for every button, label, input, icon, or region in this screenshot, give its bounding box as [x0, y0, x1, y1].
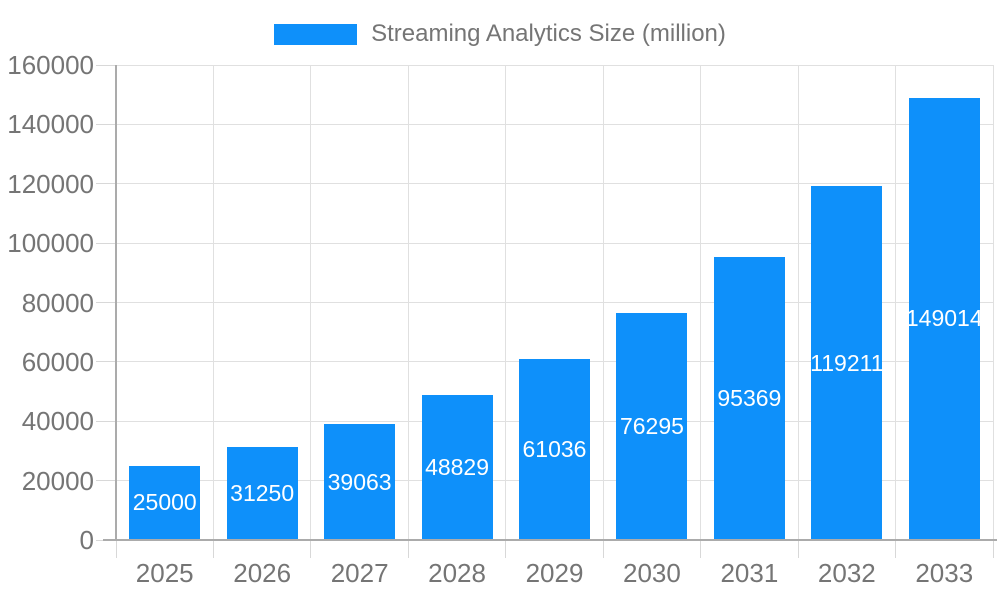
x-gridline — [992, 65, 994, 540]
y-axis-label: 20000 — [21, 465, 94, 496]
x-axis-label: 2031 — [720, 558, 779, 588]
y-gridline — [116, 64, 993, 66]
bar-value-label: 119211 — [810, 349, 884, 376]
x-axis-label: 2030 — [623, 558, 681, 588]
x-gridline — [505, 65, 507, 540]
y-axis-label: 160000 — [7, 50, 94, 80]
x-tick — [310, 540, 312, 558]
x-tick — [407, 540, 409, 558]
y-gridline — [116, 302, 993, 303]
y-axis-label: 60000 — [21, 346, 94, 377]
x-tick — [797, 540, 799, 558]
bar: 61036 — [519, 358, 590, 540]
x-tick — [895, 540, 897, 558]
x-gridline — [602, 65, 604, 540]
y-axis-label: 140000 — [7, 109, 94, 140]
bar: 25000 — [129, 465, 201, 540]
x-tick — [602, 540, 604, 558]
y-axis-line — [114, 65, 117, 540]
x-axis-label: 2032 — [817, 558, 876, 588]
x-axis-label: 2028 — [428, 558, 486, 588]
bar-value-label: 76295 — [619, 413, 684, 440]
bar: 149014 — [905, 97, 983, 540]
x-axis-label: 2027 — [330, 558, 389, 588]
x-tick — [700, 540, 702, 558]
x-axis-label: 2026 — [233, 558, 292, 588]
bar: 48829 — [421, 395, 493, 540]
y-tick — [96, 242, 116, 244]
x-gridline — [212, 65, 214, 540]
x-axis-label: 2025 — [135, 558, 194, 588]
bar-value-label: 25000 — [132, 489, 197, 516]
bar-value-label: 61036 — [522, 435, 587, 462]
y-gridline — [116, 242, 993, 244]
x-gridline — [797, 65, 799, 540]
x-gridline — [700, 65, 702, 540]
bar-value-label: 48829 — [425, 454, 490, 480]
bar: 31250 — [226, 447, 298, 540]
bar-value-label: 149014 — [905, 305, 983, 332]
y-axis-label: 0 — [79, 525, 94, 555]
legend-label: Streaming Analytics Size (million) — [371, 20, 726, 47]
y-axis-label: 100000 — [7, 228, 94, 259]
bar-value-label: 31250 — [230, 480, 295, 507]
x-tick — [212, 540, 214, 558]
x-axis-line — [103, 539, 997, 541]
bar: 119211 — [810, 186, 884, 540]
y-tick — [96, 64, 116, 66]
y-axis-label: 40000 — [21, 406, 94, 437]
bar: 39063 — [324, 424, 396, 540]
legend-swatch — [274, 23, 358, 45]
x-tick — [505, 540, 507, 558]
x-axis-label: 2033 — [915, 558, 974, 588]
bar: 95369 — [713, 256, 785, 540]
y-tick — [96, 420, 116, 422]
x-gridline — [895, 65, 897, 540]
y-axis-label: 120000 — [7, 168, 94, 199]
y-gridline — [116, 183, 993, 185]
y-tick — [96, 361, 116, 363]
x-tick — [992, 540, 994, 558]
x-tick — [115, 540, 117, 558]
bar-value-label: 95369 — [717, 384, 782, 411]
y-tick — [96, 480, 116, 482]
bar-value-label: 39063 — [327, 468, 392, 495]
y-tick — [96, 123, 116, 125]
x-gridline — [407, 65, 409, 540]
x-gridline — [310, 65, 312, 540]
y-gridline — [116, 123, 993, 125]
bar: 76295 — [616, 313, 688, 540]
x-axis-label: 2029 — [525, 558, 584, 588]
y-tick — [96, 302, 116, 303]
y-axis-label: 80000 — [21, 287, 94, 318]
chart-legend: Streaming Analytics Size (million) — [0, 20, 1000, 48]
y-tick — [96, 183, 116, 185]
